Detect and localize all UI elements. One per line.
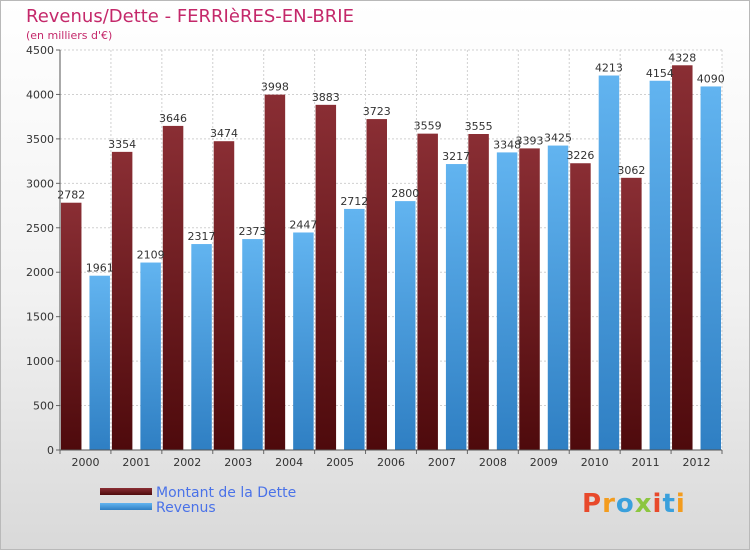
- data-label-debt: 3559: [414, 120, 442, 133]
- bar-debt: [621, 177, 642, 451]
- bar-revenue: [700, 86, 722, 450]
- bar-debt: [570, 163, 591, 450]
- x-tick-label: 2004: [275, 456, 303, 469]
- bar-revenue: [191, 244, 212, 450]
- data-label-debt: 3474: [210, 127, 238, 140]
- x-tick-label: 2000: [71, 456, 99, 469]
- bar-debt: [162, 125, 184, 451]
- data-label-debt: 3555: [465, 120, 493, 133]
- legend-label-debt: Montant de la Dette: [156, 485, 297, 501]
- y-tick-label: 1500: [26, 311, 54, 324]
- x-tick-label: 2005: [326, 456, 354, 469]
- data-label-debt: 3354: [108, 138, 136, 151]
- data-label-revenue: 1961: [86, 262, 114, 275]
- logo-letter: o: [615, 489, 635, 519]
- x-tick-label: 2006: [377, 456, 405, 469]
- bar-debt: [519, 148, 540, 450]
- y-tick-label: 2000: [26, 266, 54, 279]
- data-label-debt: 3998: [261, 81, 289, 94]
- data-label-revenue: 2373: [238, 225, 266, 238]
- x-tick-label: 2007: [428, 456, 456, 469]
- bar-revenue: [395, 201, 416, 450]
- y-tick-label: 3000: [26, 177, 54, 190]
- bar-revenue: [140, 262, 161, 450]
- y-tick-label: 0: [47, 444, 54, 457]
- bar-debt: [417, 133, 438, 450]
- data-label-debt: 3226: [566, 149, 594, 162]
- bar-debt: [315, 104, 337, 450]
- proxiti-logo: Proxiti: [582, 489, 686, 519]
- x-tick-label: 2011: [632, 456, 660, 469]
- data-label-revenue: 4154: [646, 67, 674, 80]
- data-label-revenue: 2109: [137, 249, 165, 262]
- bar-revenue: [344, 208, 365, 450]
- logo-letter: P: [582, 489, 603, 519]
- data-label-debt: 4328: [668, 51, 696, 64]
- chart-title: Revenus/Dette - FERRIèRES-EN-BRIE: [26, 6, 354, 27]
- data-label-debt: 3393: [516, 134, 544, 147]
- bar-debt: [366, 119, 387, 451]
- data-label-revenue: 2447: [289, 218, 317, 231]
- legend-swatch-debt: [100, 488, 152, 495]
- data-label-revenue: 3425: [544, 132, 572, 145]
- x-tick-label: 2008: [479, 456, 507, 469]
- data-label-revenue: 3217: [442, 150, 470, 163]
- logo-letter: t: [662, 489, 676, 519]
- data-label-debt: 3062: [617, 164, 645, 177]
- legend-swatch-revenue: [100, 503, 152, 510]
- bar-debt: [60, 202, 82, 450]
- logo-letter: i: [675, 489, 686, 519]
- bar-debt: [213, 141, 235, 450]
- data-label-revenue: 3348: [493, 138, 521, 151]
- bar-revenue: [89, 275, 110, 450]
- bar-revenue: [242, 239, 263, 450]
- y-tick-label: 4500: [26, 44, 54, 57]
- data-label-revenue: 4213: [595, 62, 623, 75]
- bar-revenue: [649, 80, 671, 450]
- y-tick-label: 2500: [26, 222, 54, 235]
- logo-letter: i: [652, 489, 663, 519]
- data-label-revenue: 2800: [391, 187, 419, 200]
- bar-debt: [468, 134, 489, 450]
- bar-debt: [111, 151, 133, 450]
- y-tick-label: 500: [33, 400, 54, 413]
- data-label-revenue: 4090: [697, 72, 725, 85]
- bar-revenue: [496, 152, 518, 450]
- bar-debt: [264, 94, 286, 450]
- bar-revenue: [598, 75, 620, 450]
- data-label-revenue: 2712: [340, 195, 368, 208]
- bar-debt: [672, 65, 693, 451]
- y-tick-label: 3500: [26, 133, 54, 146]
- x-tick-label: 2001: [122, 456, 150, 469]
- data-label-debt: 3646: [159, 112, 187, 125]
- bar-revenue: [445, 164, 467, 451]
- x-tick-label: 2012: [683, 456, 711, 469]
- data-label-revenue: 2317: [188, 230, 216, 243]
- logo-letter: r: [602, 489, 616, 519]
- chart-subtitle: (en milliers d'€): [26, 29, 113, 42]
- bar-revenue: [293, 232, 314, 450]
- legend-label-revenue: Revenus: [156, 500, 216, 516]
- x-tick-label: 2009: [530, 456, 558, 469]
- x-tick-label: 2002: [173, 456, 201, 469]
- y-tick-label: 1000: [26, 355, 54, 368]
- bar-revenue: [547, 145, 569, 451]
- data-label-debt: 3883: [312, 91, 340, 104]
- data-label-debt: 3723: [363, 105, 391, 118]
- y-tick-label: 4000: [26, 88, 54, 101]
- logo-letter: x: [634, 489, 653, 519]
- x-tick-label: 2003: [224, 456, 252, 469]
- x-tick-label: 2010: [581, 456, 609, 469]
- data-label-debt: 2782: [57, 189, 85, 202]
